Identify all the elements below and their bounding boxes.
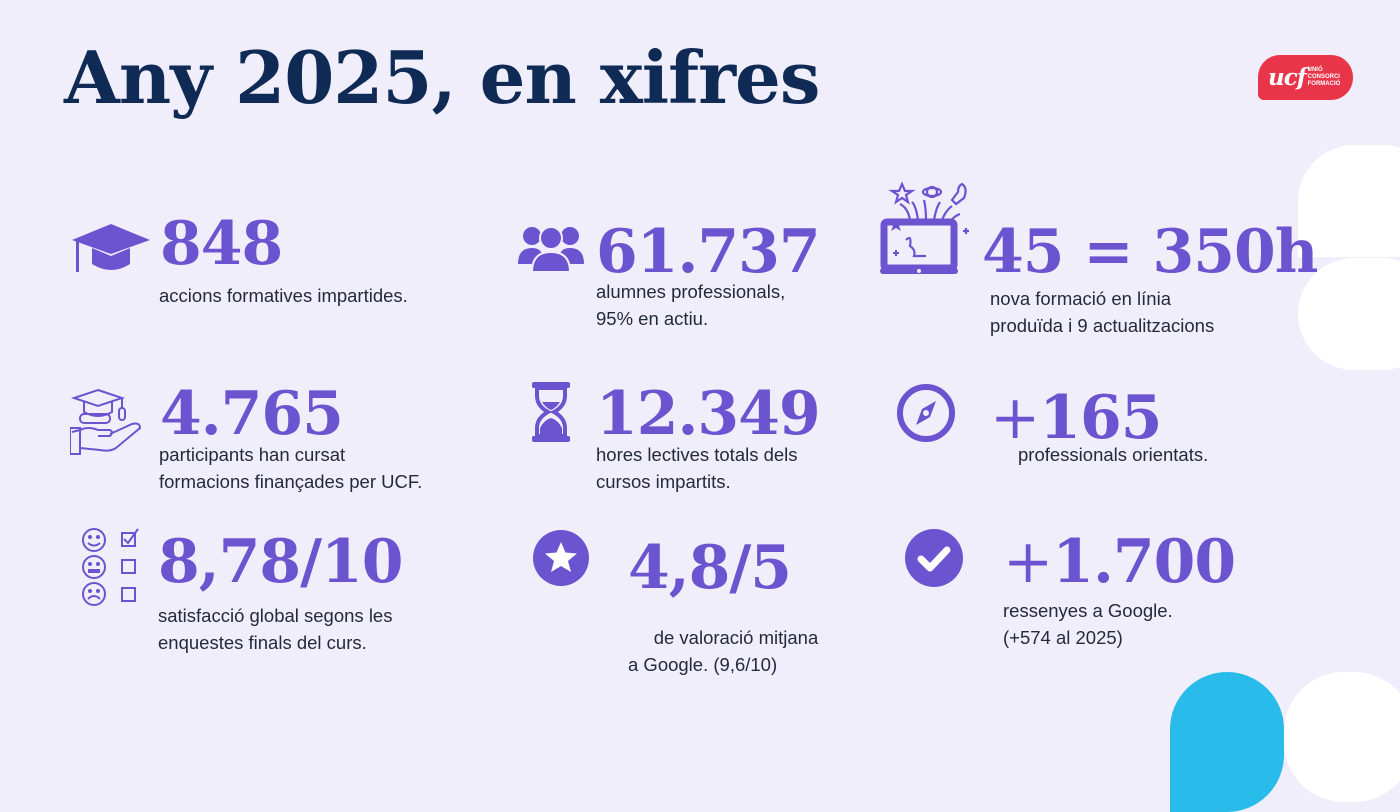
stat-value: +1.700 [1003,527,1236,597]
check-circle-icon [904,528,964,588]
stat-description: professionals orientats. [1018,444,1209,465]
decorative-white-circle-right [1298,258,1400,370]
decorative-white-circle-bottom [1284,672,1400,802]
stat-description: de valoració mitjana a Google. (9,6/10) [628,627,819,675]
hourglass-icon [532,382,570,442]
stat-value: 8,78/10 [158,527,404,597]
stat-description: participants han cursat formacions finanç… [159,444,423,492]
stat-value: 848 [160,209,283,279]
stat-value: 4,8/5 [628,533,792,603]
stat-value: 12.349 [596,379,821,449]
compass-icon [896,383,956,443]
decorative-white-shape-top [1298,145,1400,257]
logo-subtitle: Unió Consorci Formació [1307,67,1341,87]
laptop-creativity-icon [880,180,975,280]
hand-graduation-cap-icon [70,386,150,458]
stat-description: nova formació en línia produïda i 9 actua… [990,288,1215,336]
graduation-cap-icon [72,224,150,276]
stat-description: satisfacció global segons les enquestes f… [158,605,393,653]
stat-description: accions formatives impartides. [159,285,408,306]
stat-value: +165 [990,383,1163,453]
stat-value: 45 = 350h [982,217,1318,287]
logo-mark: ucf [1268,64,1307,91]
page-title: Any 2025, en xifres [64,35,820,120]
stat-description: alumnes professionals, 95% en actiu. [596,281,786,329]
star-circle-icon [533,530,589,586]
users-group-icon [518,224,584,272]
stat-description: hores lectives totals dels cursos imparti… [596,444,798,492]
stat-description: ressenyes a Google. (+574 al 2025) [1003,600,1173,648]
ucf-logo: ucf Unió Consorci Formació [1258,55,1353,100]
satisfaction-survey-icon [80,528,146,608]
decorative-blue-shape [1170,672,1284,812]
stat-value: 4.765 [160,379,344,449]
stat-value: 61.737 [596,217,821,287]
